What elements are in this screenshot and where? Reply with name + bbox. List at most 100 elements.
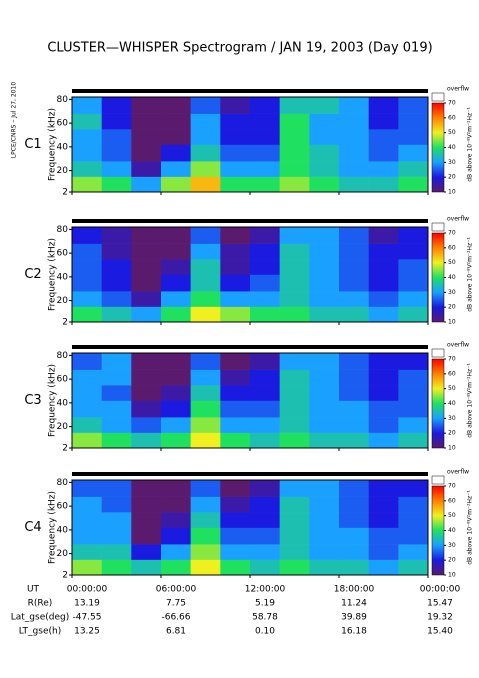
heat-cell (368, 291, 399, 307)
heat-cell (398, 306, 429, 323)
heat-cell (101, 97, 132, 114)
heat-cell (250, 306, 280, 323)
heat-cell (309, 480, 340, 497)
heat-cell (398, 259, 429, 275)
heat-cell (368, 432, 399, 449)
heat-cell (72, 144, 102, 162)
heat-cell (339, 544, 369, 560)
heat-cell (368, 496, 399, 513)
heat-cell (309, 259, 340, 275)
colorbar-tick-label: 30 (448, 289, 456, 296)
heat-cell (161, 161, 191, 177)
colorbar (431, 232, 445, 323)
panel-name: C2 (24, 267, 41, 282)
heat-cell (161, 306, 191, 323)
heat-cell (279, 306, 310, 323)
y-tick-label: 40 (57, 142, 69, 152)
heat-cell (190, 144, 221, 162)
heat-cell (161, 291, 191, 307)
heat-cell (279, 291, 310, 307)
heat-cell (72, 432, 102, 449)
heat-cell (161, 176, 191, 193)
heat-cell (72, 544, 102, 560)
y-tick-label: 60 (57, 502, 69, 512)
heat-cell (190, 291, 221, 307)
heat-cell (398, 129, 429, 145)
heat-cell (131, 227, 162, 244)
heat-cell (101, 417, 132, 433)
orbit-value: -47.55 (72, 613, 101, 623)
orbit-value: 11.24 (341, 599, 367, 609)
heat-cell (368, 417, 399, 433)
heat-cell (368, 274, 399, 292)
heat-cell (368, 113, 399, 130)
heat-cell (339, 306, 369, 323)
heat-cell (190, 274, 221, 292)
heat-cell (161, 480, 191, 497)
heat-cell (220, 161, 251, 177)
heat-cell (190, 385, 221, 401)
colorbar-tick-label: 10 (448, 445, 456, 452)
credit: LPCE/CNRS – Jul 27, 2010 (11, 82, 18, 158)
heat-cell (250, 512, 280, 528)
heat-cell (101, 306, 132, 323)
heat-cell (339, 113, 369, 130)
colorbar-tick-label: 10 (448, 319, 456, 326)
orbit-value: 5.19 (255, 599, 275, 609)
orbit-value: 0.10 (255, 627, 275, 637)
y-tick-label: 40 (57, 525, 69, 535)
heat-cell (250, 97, 280, 114)
heat-cell (339, 480, 369, 497)
heat-cell (250, 480, 280, 497)
heat-cell (190, 129, 221, 145)
heat-cell (309, 512, 340, 528)
heat-cell (72, 417, 102, 433)
overflow-box (431, 348, 445, 358)
heat-cell (398, 274, 429, 292)
heat-cell (161, 432, 191, 449)
heat-cell (309, 129, 340, 145)
heat-cell (72, 385, 102, 401)
heat-cell (131, 432, 162, 449)
status-strip (72, 219, 428, 223)
heat-cell (72, 527, 102, 545)
heat-cell (339, 97, 369, 114)
heat-cell (339, 385, 369, 401)
heat-cell (368, 527, 399, 545)
heat-cell (309, 227, 340, 244)
heat-cell (279, 227, 310, 244)
heat-cell (339, 369, 369, 386)
colorbar-tick-label: 60 (448, 370, 456, 377)
heat-cell (279, 144, 310, 162)
heat-cell (279, 400, 310, 418)
colorbar-label: dB above 10⁻⁸V²m⁻²Hz⁻¹ (467, 490, 474, 565)
heat-cell (220, 291, 251, 307)
colorbar-tick-label: 20 (448, 174, 456, 181)
heat-cell (161, 496, 191, 513)
heat-cell (101, 161, 132, 177)
heat-cell (309, 353, 340, 370)
heat-cell (250, 559, 280, 576)
heat-cell (72, 129, 102, 145)
heat-cell (250, 291, 280, 307)
overflow-box (431, 475, 445, 485)
heat-cell (72, 176, 102, 193)
heat-cell (250, 176, 280, 193)
colorbar-tick-label: 20 (448, 304, 456, 311)
heat-cell (339, 496, 369, 513)
heat-cell (72, 274, 102, 292)
heat-cell (398, 176, 429, 193)
heat-cell (279, 432, 310, 449)
panel-name: C3 (24, 393, 41, 408)
heat-cell (339, 243, 369, 260)
orbit-value: 7.75 (166, 599, 186, 609)
heat-cell (398, 353, 429, 370)
heat-cell (101, 113, 132, 130)
heat-cell (309, 432, 340, 449)
heat-cell (190, 161, 221, 177)
heat-cell (190, 97, 221, 114)
heat-cell (161, 369, 191, 386)
heat-cell (339, 176, 369, 193)
heat-cell (220, 144, 251, 162)
